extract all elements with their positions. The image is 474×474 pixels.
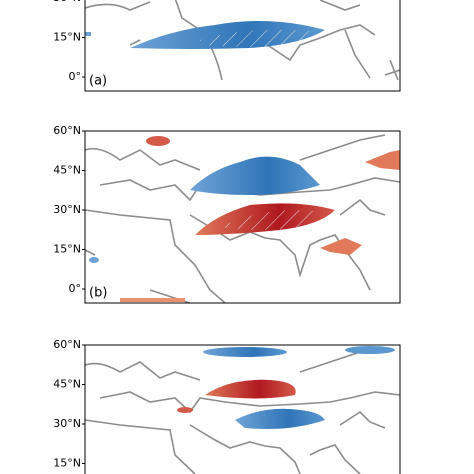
lat-label: 15°N <box>53 243 81 256</box>
lat-label: 45°N <box>53 378 81 391</box>
panel-frame <box>84 0 401 92</box>
lat-label: 15°N <box>53 457 81 470</box>
lat-label: 30°N <box>53 417 81 430</box>
anomaly-blob <box>235 408 325 429</box>
anomaly-blob <box>177 407 193 413</box>
lat-label: 30°N <box>53 0 81 4</box>
panel-frame <box>84 130 401 304</box>
lat-label: 30°N <box>53 203 81 216</box>
anomaly-blob <box>345 346 395 354</box>
panel-tag: (a) <box>89 74 107 89</box>
anomaly-blob <box>205 379 296 399</box>
panel-tag: (b) <box>89 286 107 301</box>
anomaly-blob <box>120 298 185 302</box>
panel-frame <box>84 344 401 474</box>
panel-c-map <box>85 346 400 474</box>
anomaly-blob <box>320 238 362 255</box>
anomaly-blob <box>365 150 400 170</box>
lat-label: 60°N <box>53 338 81 351</box>
lat-label: 0° <box>69 70 82 83</box>
lat-label: 60°N <box>53 124 81 137</box>
anomaly-blob <box>146 136 170 146</box>
anomaly-blob <box>85 32 91 36</box>
anomaly-blob <box>190 156 320 195</box>
hatch <box>200 29 320 48</box>
anomaly-blob <box>203 347 287 357</box>
panel-b-map <box>85 134 400 303</box>
hatch <box>225 210 320 230</box>
lat-label: 0° <box>69 282 82 295</box>
lat-label: 15°N <box>53 31 81 44</box>
lat-label: 45°N <box>53 164 81 177</box>
panel-a-map <box>85 0 400 81</box>
anomaly-blob <box>89 257 99 263</box>
